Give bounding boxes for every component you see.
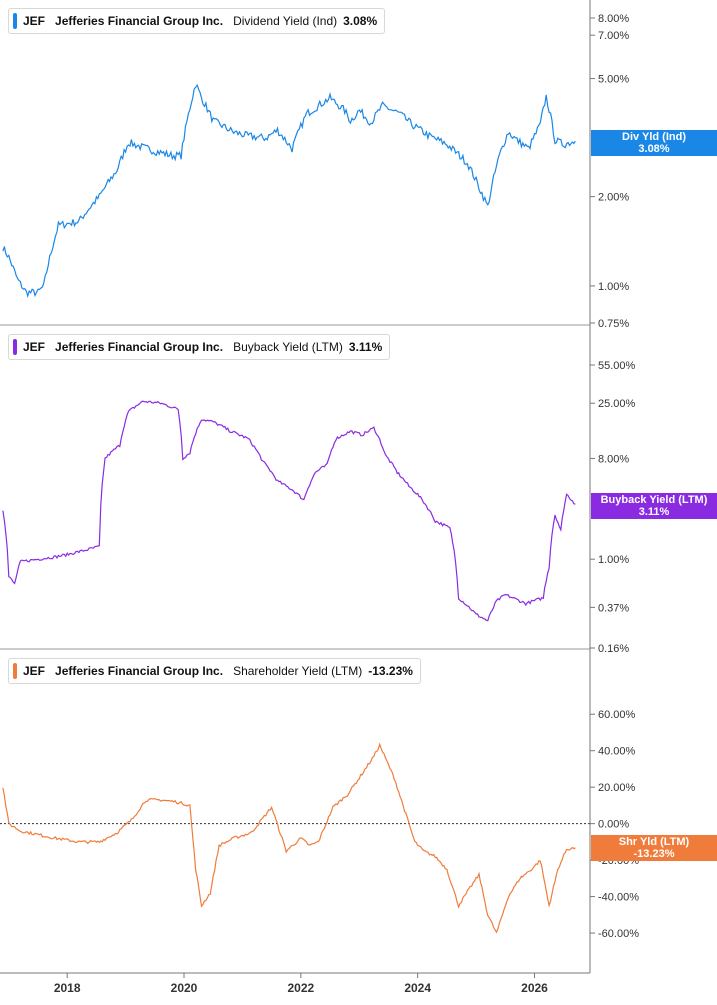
- y-tick-label: 8.00%: [598, 13, 629, 25]
- series-line: [2, 742, 576, 934]
- legend-value: 3.08%: [343, 14, 378, 28]
- y-tick-label: 0.37%: [598, 602, 629, 614]
- badge-value: 3.11%: [638, 506, 670, 518]
- badge-label: Div Yld (Ind): [622, 131, 686, 143]
- badge-label: Shr Yld (LTM): [618, 836, 690, 848]
- x-tick-label: 2026: [521, 981, 548, 995]
- y-tick-label: 0.75%: [598, 318, 629, 330]
- y-tick-label: 55.00%: [598, 360, 636, 372]
- x-tick-label: 2022: [287, 981, 314, 995]
- legend-swatch-icon: [13, 339, 17, 355]
- legend-buyback-yield: JEF Jefferies Financial Group Inc. Buyba…: [8, 334, 391, 360]
- badge-dividend-yield: Div Yld (Ind) 3.08%: [591, 130, 717, 156]
- y-tick-label: 1.00%: [598, 281, 629, 293]
- legend-company: Jefferies Financial Group Inc.: [55, 14, 224, 28]
- legend-metric: Buyback Yield (LTM): [233, 340, 343, 354]
- y-tick-label: 2.00%: [598, 192, 629, 204]
- y-tick-label: -40.00%: [598, 892, 639, 904]
- legend-company: Jefferies Financial Group Inc.: [55, 340, 224, 354]
- y-tick-label: 5.00%: [598, 74, 629, 86]
- x-tick-label: 2024: [404, 981, 431, 995]
- series-line: [2, 83, 576, 299]
- legend-ticker: JEF: [23, 340, 46, 354]
- legend-dividend-yield: JEF Jefferies Financial Group Inc. Divid…: [8, 8, 386, 34]
- legend-ticker: JEF: [23, 14, 46, 28]
- y-tick-label: 0.16%: [598, 643, 629, 655]
- legend-swatch-icon: [13, 13, 17, 29]
- y-tick-label: 8.00%: [598, 453, 629, 465]
- badge-shareholder-yield: Shr Yld (LTM) -13.23%: [591, 835, 717, 861]
- y-tick-label: 20.00%: [598, 782, 636, 794]
- y-tick-label: 25.00%: [598, 398, 636, 410]
- y-tick-label: 7.00%: [598, 30, 629, 42]
- badge-value: -13.23%: [633, 848, 675, 860]
- series-line: [2, 400, 576, 622]
- legend-shareholder-yield: JEF Jefferies Financial Group Inc. Share…: [8, 658, 421, 684]
- legend-ticker: JEF: [23, 664, 46, 678]
- badge-value: 3.08%: [638, 143, 670, 155]
- badge-label: Buyback Yield (LTM): [600, 494, 708, 506]
- x-tick-label: 2018: [54, 981, 81, 995]
- legend-metric: Dividend Yield (Ind): [233, 14, 338, 28]
- series-layer: [0, 83, 590, 934]
- y-tick-label: 1.00%: [598, 554, 629, 566]
- y-tick-label: 40.00%: [598, 746, 636, 758]
- y-tick-label: -60.00%: [598, 928, 639, 940]
- y-tick-label: 60.00%: [598, 709, 636, 721]
- legend-company: Jefferies Financial Group Inc.: [55, 664, 224, 678]
- badge-buyback-yield: Buyback Yield (LTM) 3.11%: [591, 493, 717, 519]
- x-tick-label: 2020: [171, 981, 198, 995]
- legend-value: -13.23%: [368, 664, 413, 678]
- legend-value: 3.11%: [348, 340, 383, 354]
- y-tick-label: 0.00%: [598, 819, 629, 831]
- legend-swatch-icon: [13, 663, 17, 679]
- axes-layer: 8.00% 7.00% 5.00% 2.00% 1.00% 0.75% 55.00% 25.0…: [0, 0, 639, 995]
- legend-metric: Shareholder Yield (LTM): [233, 664, 363, 678]
